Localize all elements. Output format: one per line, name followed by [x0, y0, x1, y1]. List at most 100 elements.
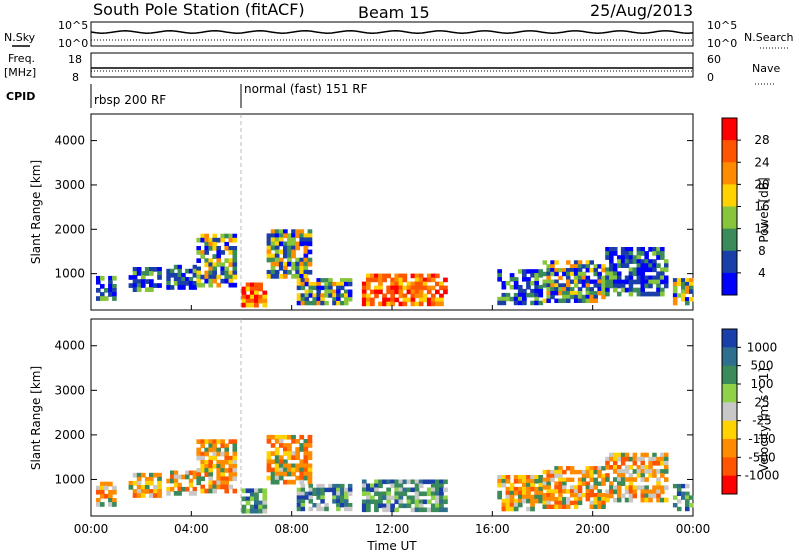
data-cell — [558, 469, 563, 475]
data-cell — [382, 293, 387, 299]
data-cell — [664, 263, 669, 268]
data-cell — [274, 274, 280, 279]
data-cell — [340, 483, 345, 489]
data-cell — [439, 487, 444, 493]
data-cell — [530, 479, 535, 484]
freq-tick-low: 8 — [72, 71, 79, 84]
data-cell — [291, 233, 296, 239]
data-cell — [212, 233, 217, 239]
data-cell — [632, 456, 638, 462]
data-cell — [316, 278, 321, 283]
data-cell — [624, 497, 630, 503]
data-cell — [249, 492, 255, 498]
data-cell — [593, 496, 598, 502]
data-cell — [522, 277, 527, 282]
data-cell — [585, 473, 591, 479]
data-cell — [304, 491, 310, 496]
data-cell — [628, 267, 634, 273]
data-cell — [307, 257, 313, 263]
data-cell — [170, 268, 175, 274]
data-cell — [228, 274, 234, 280]
data-cell — [601, 268, 606, 273]
data-cell — [166, 272, 171, 278]
data-cell — [270, 475, 276, 481]
data-cell — [624, 255, 630, 260]
data-cell — [566, 466, 571, 471]
data-cell — [361, 297, 367, 303]
data-cell — [497, 273, 502, 278]
data-cell — [443, 285, 448, 291]
data-cell — [597, 283, 602, 288]
data-cell — [283, 261, 288, 267]
data-cell — [170, 285, 175, 290]
data-cell — [648, 469, 653, 474]
data-cell — [566, 477, 571, 482]
data-cell — [644, 279, 649, 285]
data-cell — [562, 268, 567, 273]
data-cell — [108, 481, 113, 487]
data-cell — [136, 287, 142, 292]
data-cell — [632, 279, 638, 285]
data-cell — [173, 491, 179, 496]
data-cell — [501, 479, 507, 484]
data-cell — [581, 279, 587, 284]
data-cell — [609, 279, 614, 285]
data-cell — [617, 469, 622, 474]
data-cell — [196, 266, 201, 272]
data-cell — [517, 486, 523, 492]
data-cell — [644, 283, 649, 289]
data-cell — [177, 272, 182, 278]
data-cell — [509, 498, 515, 504]
data-cell — [196, 278, 201, 284]
data-cell — [204, 233, 209, 239]
data-cell — [640, 477, 645, 482]
data-cell — [303, 439, 309, 444]
data-cell — [177, 285, 182, 290]
data-cell — [394, 507, 400, 513]
data-cell — [546, 500, 551, 506]
data-cell — [562, 477, 567, 482]
data-cell — [577, 271, 583, 277]
data-cell — [664, 452, 669, 458]
data-cell — [601, 500, 606, 506]
data-cell — [681, 281, 686, 287]
data-cell — [398, 281, 404, 287]
data-cell — [435, 487, 440, 493]
freq-tick-high: 18 — [68, 53, 82, 66]
cpid-label: CPID — [6, 90, 35, 103]
data-cell — [554, 496, 559, 502]
data-cell — [96, 502, 101, 507]
data-cell — [497, 482, 502, 488]
data-cell — [569, 466, 575, 471]
x-tick-label: 00:00 — [74, 522, 109, 536]
data-cell — [648, 291, 653, 297]
data-cell — [685, 285, 690, 291]
data-cell — [204, 241, 209, 247]
data-cell — [136, 271, 142, 276]
data-cell — [636, 271, 642, 277]
data-cell — [534, 285, 539, 290]
data-cell — [414, 491, 420, 497]
data-cell — [406, 281, 412, 287]
data-cell — [617, 497, 622, 503]
data-cell — [308, 285, 313, 291]
data-cell — [307, 479, 313, 485]
data-cell — [274, 459, 280, 465]
data-cell — [624, 275, 630, 281]
data-cell — [361, 281, 367, 287]
data-cell — [418, 483, 424, 489]
data-cell — [402, 293, 408, 299]
data-cell — [660, 251, 665, 256]
data-cell — [224, 270, 229, 276]
data-cell — [270, 451, 276, 456]
data-cell — [422, 479, 428, 485]
data-cell — [144, 480, 150, 486]
data-cell — [410, 285, 416, 291]
data-cell — [689, 281, 694, 287]
data-cell — [685, 289, 690, 294]
data-cell — [394, 479, 400, 485]
data-cell — [538, 486, 544, 492]
data-cell — [136, 493, 142, 498]
data-cell — [617, 489, 622, 495]
data-cell — [212, 439, 217, 444]
